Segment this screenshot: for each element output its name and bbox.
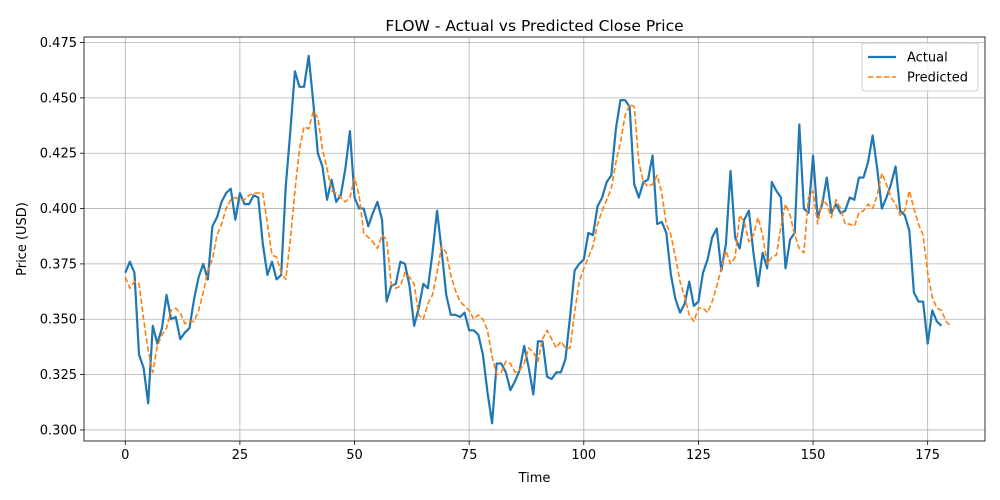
x-tick-label: 150 <box>801 448 826 463</box>
y-tick-label: 0.350 <box>40 313 77 328</box>
x-tick-label: 175 <box>915 448 940 463</box>
series-layer <box>124 54 952 425</box>
y-tick-label: 0.375 <box>40 257 77 272</box>
y-tick-label: 0.450 <box>40 91 77 106</box>
axis-ticks: 0 25 50 75 100 125 150 175 0.300 0.325 0.350 0.375 0… <box>40 36 940 463</box>
x-tick-label: 125 <box>686 448 711 463</box>
legend: Actual Predicted <box>861 42 979 92</box>
y-tick-label: 0.425 <box>40 147 77 162</box>
plot-frame <box>83 36 986 442</box>
chart-title: FLOW - Actual vs Predicted Close Price <box>385 17 683 35</box>
legend-label-actual: Actual <box>907 51 948 66</box>
y-axis-label: Price (USD) <box>15 202 30 276</box>
y-tick-label: 0.475 <box>40 36 77 51</box>
x-axis-label: Time <box>518 471 551 486</box>
series-line-actual <box>124 54 943 425</box>
legend-label-predicted: Predicted <box>907 71 968 86</box>
legend-box <box>861 42 979 92</box>
x-tick-label: 25 <box>232 448 249 463</box>
x-tick-label: 50 <box>346 448 363 463</box>
y-tick-label: 0.400 <box>40 202 77 217</box>
x-tick-label: 0 <box>121 448 129 463</box>
y-tick-label: 0.300 <box>40 423 77 438</box>
series-line-predicted <box>124 103 952 376</box>
x-tick-label: 75 <box>461 448 478 463</box>
x-tick-label: 100 <box>571 448 596 463</box>
y-tick-label: 0.325 <box>40 368 77 383</box>
